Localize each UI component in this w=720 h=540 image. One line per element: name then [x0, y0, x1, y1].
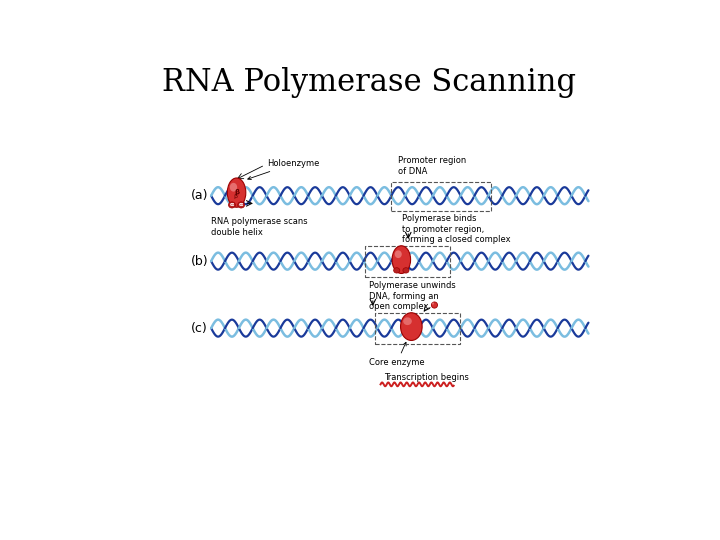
Ellipse shape — [400, 313, 422, 340]
Text: Holoenzyme: Holoenzyme — [248, 159, 320, 180]
Text: Promoter region
of DNA: Promoter region of DNA — [398, 156, 467, 176]
Bar — [390, 182, 490, 211]
Ellipse shape — [403, 318, 412, 325]
Ellipse shape — [432, 302, 434, 305]
Ellipse shape — [228, 178, 246, 207]
Text: Transcription begins: Transcription begins — [384, 373, 469, 382]
Text: (a): (a) — [191, 189, 208, 202]
Ellipse shape — [238, 202, 245, 208]
Text: (c): (c) — [192, 322, 208, 335]
Ellipse shape — [403, 268, 409, 273]
Text: Polymerase unwinds
DNA, forming an
open complex: Polymerase unwinds DNA, forming an open … — [369, 281, 456, 311]
Text: Polymerase binds
to promoter region,
forming a closed complex: Polymerase binds to promoter region, for… — [402, 214, 510, 244]
Ellipse shape — [431, 302, 438, 308]
Text: Core enzyme: Core enzyme — [369, 342, 425, 367]
Ellipse shape — [395, 251, 402, 258]
Text: RNA Polymerase Scanning: RNA Polymerase Scanning — [162, 67, 576, 98]
Ellipse shape — [392, 246, 410, 273]
Bar — [365, 246, 450, 276]
Text: α: α — [239, 202, 243, 207]
Ellipse shape — [394, 268, 400, 273]
Ellipse shape — [230, 183, 237, 192]
Text: α: α — [230, 202, 234, 207]
Text: β': β' — [233, 194, 240, 199]
Text: (b): (b) — [191, 255, 208, 268]
Ellipse shape — [228, 202, 235, 208]
Text: β: β — [234, 189, 239, 195]
Text: RNA polymerase scans
double helix: RNA polymerase scans double helix — [211, 217, 307, 237]
Bar — [375, 313, 460, 343]
